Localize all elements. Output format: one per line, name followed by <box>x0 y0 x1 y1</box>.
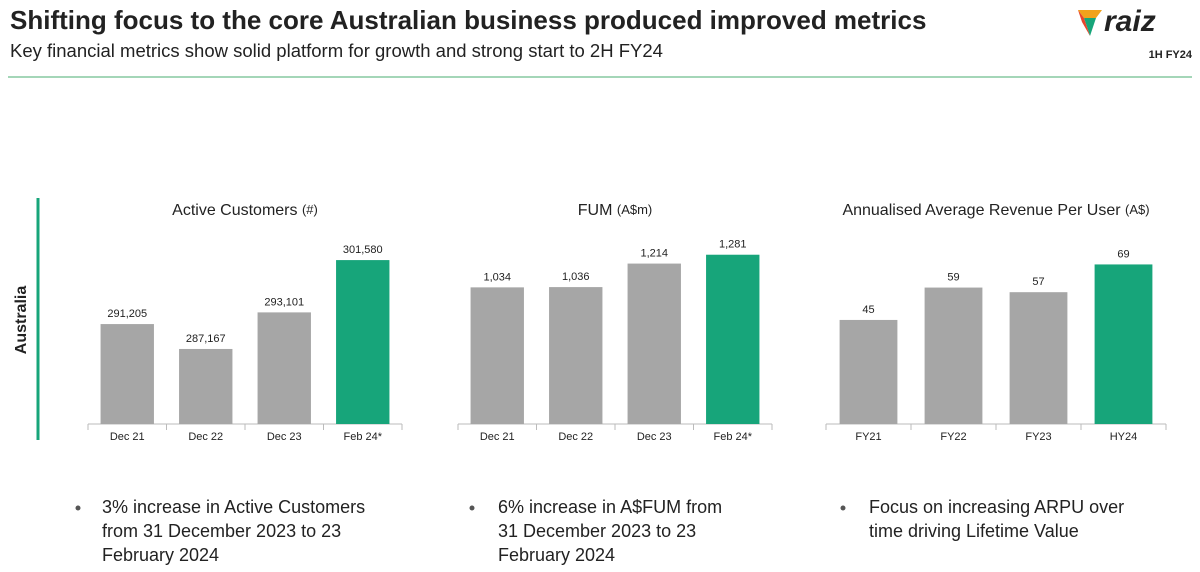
bar <box>470 287 524 424</box>
x-tick-label: Dec 22 <box>188 431 223 443</box>
bar <box>706 254 760 424</box>
slide-title: Shifting focus to the core Australian bu… <box>10 5 926 35</box>
x-tick-label: Dec 21 <box>480 431 515 443</box>
logo-icon <box>1078 10 1102 18</box>
x-tick-label: Feb 24* <box>343 431 382 443</box>
bullet-text: February 2024 <box>498 545 615 565</box>
x-tick-label: FY21 <box>855 431 881 443</box>
x-tick-label: FY22 <box>940 431 966 443</box>
x-tick-label: Dec 22 <box>558 431 593 443</box>
bullet-text: February 2024 <box>102 545 219 565</box>
bullet-text: Focus on increasing ARPU over <box>869 497 1124 517</box>
bullet-text: time driving Lifetime Value <box>869 521 1079 541</box>
logo-badge: 1H FY24 <box>1149 49 1193 61</box>
x-tick-label: Dec 23 <box>637 431 672 443</box>
value-label: 301,580 <box>343 244 383 256</box>
chart-title-text: FUM <box>578 202 613 219</box>
chart-title: FUM (A$m) <box>578 202 653 219</box>
x-tick-label: FY23 <box>1025 431 1051 443</box>
chart-title: Annualised Average Revenue Per User (A$) <box>842 202 1149 219</box>
bar <box>179 348 233 424</box>
bar <box>1009 292 1068 424</box>
value-label: 59 <box>947 271 959 283</box>
bullet-dot <box>469 505 475 511</box>
value-label: 1,036 <box>562 271 590 283</box>
bullet-text: 3% increase in Active Customers <box>102 497 365 517</box>
value-label: 287,167 <box>186 333 226 345</box>
bar <box>336 260 390 424</box>
value-label: 1,034 <box>483 271 511 283</box>
region-label: Australia <box>13 286 30 355</box>
chart-title-text: Active Customers <box>172 202 297 219</box>
x-tick-label: HY24 <box>1110 431 1138 443</box>
value-label: 291,205 <box>107 308 147 320</box>
bar <box>627 263 681 424</box>
bar <box>549 287 603 424</box>
chart-title-unit: (A$) <box>1125 202 1150 217</box>
logo-text: raiz <box>1104 5 1156 38</box>
bar <box>839 319 898 424</box>
chart-title-text: Annualised Average Revenue Per User <box>842 202 1121 219</box>
bullet-text: from 31 December 2023 to 23 <box>102 521 341 541</box>
x-tick-label: Dec 21 <box>110 431 145 443</box>
chart-title-unit: (#) <box>302 202 318 217</box>
logo-icon <box>1084 18 1096 36</box>
x-tick-label: Dec 23 <box>267 431 302 443</box>
value-label: 69 <box>1117 248 1129 260</box>
logo-icon <box>1078 10 1090 36</box>
bar <box>257 312 311 424</box>
bar <box>100 324 154 424</box>
value-label: 57 <box>1032 276 1044 288</box>
chart-title: Active Customers (#) <box>172 202 318 219</box>
value-label: 1,214 <box>640 247 668 259</box>
logo: raiz 1H FY24 <box>1078 5 1193 61</box>
bullet-text: 6% increase in A$FUM from <box>498 497 722 517</box>
bar <box>1094 264 1153 424</box>
x-tick-label: Feb 24* <box>713 431 752 443</box>
bullet-dot <box>75 505 81 511</box>
value-label: 1,281 <box>719 239 747 251</box>
bullet-dot <box>840 505 846 511</box>
bar <box>924 287 983 424</box>
value-label: 45 <box>862 304 874 316</box>
bullet-text: 31 December 2023 to 23 <box>498 521 696 541</box>
value-label: 293,101 <box>264 296 304 308</box>
slide-subtitle: Key financial metrics show solid platfor… <box>10 40 663 61</box>
chart-title-unit: (A$m) <box>617 202 652 217</box>
